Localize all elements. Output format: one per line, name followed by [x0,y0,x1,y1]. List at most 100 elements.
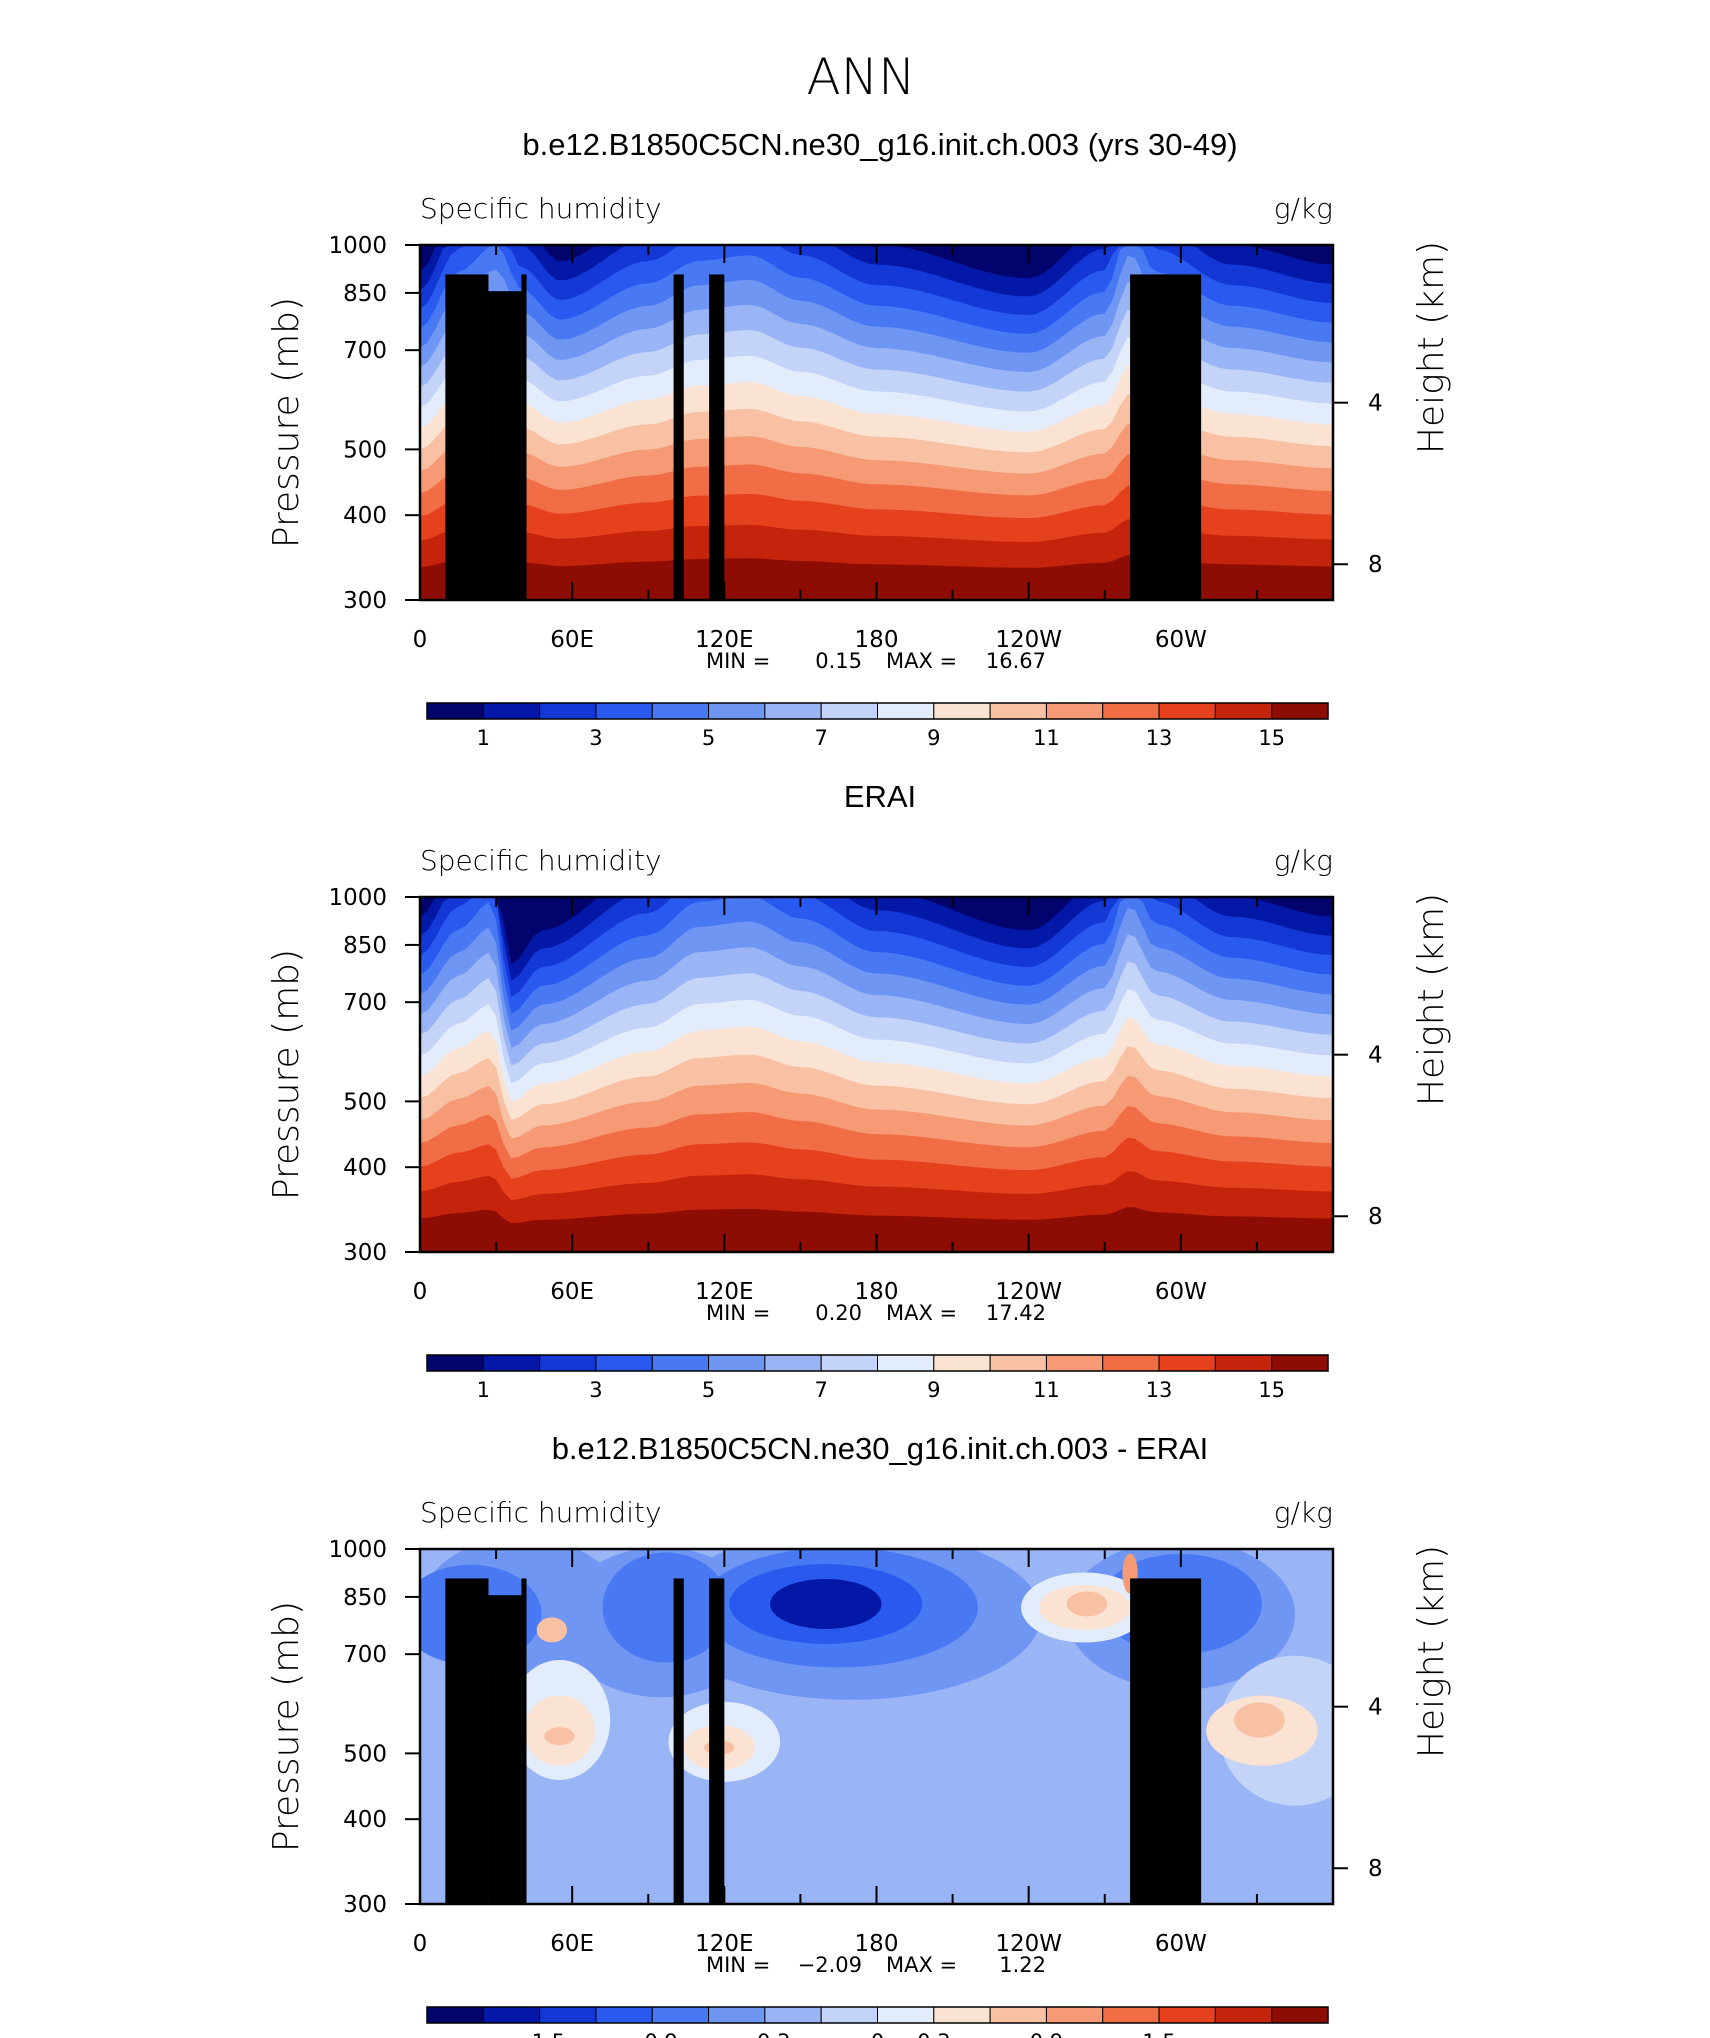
right-tick-label: 4 [1368,1043,1383,1069]
contour-field [420,897,1333,1252]
colorbar-label: −1.5 [514,2030,565,2038]
panel-subtitle-units: g/kg [1274,1496,1333,1529]
colorbar-box [595,2006,653,2024]
panel-title: b.e12.B1850C5CN.ne30_g16.init.ch.003 (yr… [522,127,1237,162]
colorbar-box [482,702,541,720]
colorbar-label: 5 [702,726,715,750]
colorbar-box [820,702,878,720]
colorbar-box [1102,1354,1160,1372]
y-tick-label: 400 [343,503,387,529]
colorbar-frame [426,1354,1329,1372]
max-label: MAX = [886,1301,957,1325]
colorbar-box [1271,1354,1329,1372]
colorbar-label: 9 [927,1378,940,1402]
x-tick-label: 0 [413,627,428,653]
min-label: MIN = [706,649,770,673]
x-tick-label: 60W [1155,1931,1207,1957]
y-tick-label: 700 [343,338,387,364]
terrain-mask-2 [521,274,527,600]
y-tick-label: 1000 [328,885,387,911]
colorbar-label: 5 [702,1378,715,1402]
colorbar-box [482,2006,541,2024]
colorbar-box [1214,702,1273,720]
colorbar-label: 15 [1258,726,1285,750]
colorbar-box [426,1354,484,1372]
contour-level-15 [420,1207,1333,1252]
wet-core-55e [544,1727,575,1746]
x-tick-label: 120E [695,627,753,653]
panel-1: b.e12.B1850C5CN.ne30_g16.init.ch.003 (yr… [266,127,1452,750]
colorbar-box [1102,702,1160,720]
colorbar-label: 1 [477,726,490,750]
y-axis-label: Pressure (mb) [266,949,307,1200]
colorbar-label: 1.5 [1142,2030,1175,2038]
colorbar-box [877,2006,935,2024]
colorbar-box [539,702,597,720]
y-tick-label: 300 [343,588,387,614]
terrain-mask-3 [673,274,684,600]
colorbar-box [595,702,653,720]
x-tick-label: 180 [855,1279,899,1305]
colorbar-box [933,702,991,720]
colorbar-label: 11 [1033,1378,1060,1402]
max-value: 17.42 [986,1301,1046,1325]
terrain-mask-3 [673,1578,684,1904]
colorbar-box [708,702,766,720]
colorbar-label: −0.9 [627,2030,678,2038]
min-value: 0.20 [815,1301,862,1325]
terrain-mask-0 [445,1578,489,1904]
colorbar-label: 0.9 [1030,2030,1063,2038]
min-label: MIN = [706,1301,770,1325]
panel-title: b.e12.B1850C5CN.ne30_g16.init.ch.003 - E… [552,1431,1209,1466]
colorbar-box [1158,2006,1216,2024]
x-tick-label: 120E [695,1279,753,1305]
colorbar-label: 3 [589,726,602,750]
terrain-mask-4 [709,274,725,600]
colorbar-label: 13 [1146,1378,1173,1402]
y-tick-label: 400 [343,1807,387,1833]
panel-subtitle-variable: Specific humidity [420,844,662,877]
y-tick-label: 300 [343,1892,387,1918]
x-tick-label: 180 [855,1931,899,1957]
y-axis-label: Pressure (mb) [266,1601,307,1852]
colorbar-label: 11 [1033,726,1060,750]
panel-subtitle-units: g/kg [1274,844,1333,877]
colorbar-box [426,702,484,720]
panel-title: ERAI [844,779,916,814]
y-tick-label: 300 [343,1240,387,1266]
dry-center-pacific [769,1578,882,1629]
wet-core-110w [1066,1591,1108,1617]
colorbar-box [933,2006,991,2024]
colorbar-label: 9 [927,726,940,750]
max-label: MAX = [886,1953,957,1977]
colorbar-label: 7 [815,1378,828,1402]
colorbar-box [651,702,710,720]
right-tick-label: 8 [1368,1856,1383,1882]
colorbar-label: 15 [1258,1378,1285,1402]
colorbar-box [482,1354,541,1372]
colorbar-box [820,1354,878,1372]
y-tick-label: 850 [343,1585,387,1611]
colorbar-label: 13 [1146,726,1173,750]
contour-field [420,1549,1333,1904]
terrain-mask-2 [521,1578,527,1904]
y-axis-label: Pressure (mb) [266,297,307,548]
x-tick-label: 60E [550,1279,594,1305]
right-tick-label: 8 [1368,1204,1383,1230]
contour-field [420,245,1333,600]
colorbar-box [1158,702,1216,720]
y-tick-label: 850 [343,933,387,959]
x-tick-label: 120W [995,1931,1062,1957]
panel-3: b.e12.B1850C5CN.ne30_g16.init.ch.003 - E… [266,1431,1452,2038]
main-title: ANN [806,48,915,106]
colorbar-box [708,2006,766,2024]
dry-core-indian [602,1552,730,1663]
min-value: −2.09 [798,1953,862,1977]
x-tick-label: 120W [995,1279,1062,1305]
colorbar-box [539,1354,597,1372]
colorbar-box [539,2006,597,2024]
y-tick-label: 500 [343,437,387,463]
x-tick-label: 60E [550,627,594,653]
colorbar-box [1271,702,1329,720]
colorbar-label: −0.3 [739,2030,790,2038]
